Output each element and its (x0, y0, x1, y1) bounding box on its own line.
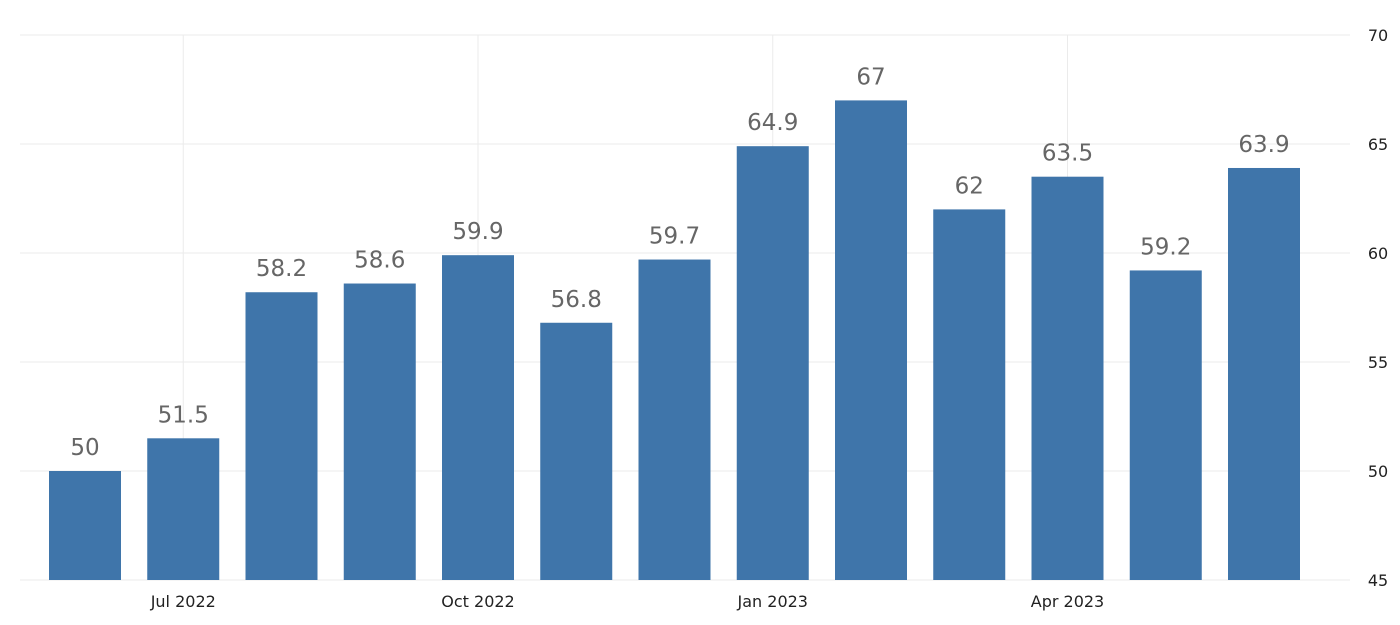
x-tick-label: Oct 2022 (441, 592, 514, 611)
bar-value-label: 58.2 (256, 256, 307, 282)
y-tick-label: 50 (1368, 462, 1388, 481)
bar-value-label: 59.2 (1140, 234, 1191, 260)
bar (343, 283, 416, 580)
bar-value-label: 63.9 (1238, 132, 1289, 158)
bar (1228, 167, 1300, 581)
y-tick-label: 70 (1368, 26, 1388, 45)
bar (736, 146, 809, 580)
bar-value-label: 51.5 (158, 402, 209, 428)
bar-value-label: 64.9 (747, 110, 798, 136)
y-tick-label: 55 (1368, 353, 1388, 372)
bar (1129, 270, 1202, 580)
bar (540, 322, 613, 580)
bar-value-label: 56.8 (551, 287, 602, 313)
bar-value-label: 62 (955, 173, 984, 199)
y-tick-label: 60 (1368, 244, 1388, 263)
x-axis: Jul 2022 Oct 2022 Jan 2023 Apr 2023 (150, 592, 1105, 611)
y-axis: 45 50 55 60 65 70 (1368, 26, 1388, 590)
bar-value-label: 59.9 (452, 219, 503, 245)
bar (245, 292, 318, 580)
x-tick-label: Jan 2023 (737, 592, 808, 611)
y-tick-label: 45 (1368, 571, 1388, 590)
bar-value-label: 63.5 (1042, 141, 1093, 167)
bar-value-label: 67 (856, 64, 885, 90)
bar-value-label: 58.6 (354, 248, 405, 274)
bar (933, 209, 1006, 580)
bar (638, 259, 711, 580)
x-tick-label: Jul 2022 (150, 592, 216, 611)
bar-value-label: 59.7 (649, 224, 700, 250)
bar-value-label: 50 (70, 435, 99, 461)
bar (147, 438, 220, 580)
value-labels: 50 51.5 58.2 58.6 59.9 56.8 59.7 64.9 67 62 63.5 59… (70, 64, 1289, 461)
bar (835, 100, 907, 581)
bar (442, 255, 514, 580)
x-tick-label: Apr 2023 (1031, 592, 1104, 611)
bar (1031, 176, 1104, 580)
bar (49, 471, 121, 580)
bars (49, 100, 1300, 581)
y-tick-label: 65 (1368, 135, 1388, 154)
